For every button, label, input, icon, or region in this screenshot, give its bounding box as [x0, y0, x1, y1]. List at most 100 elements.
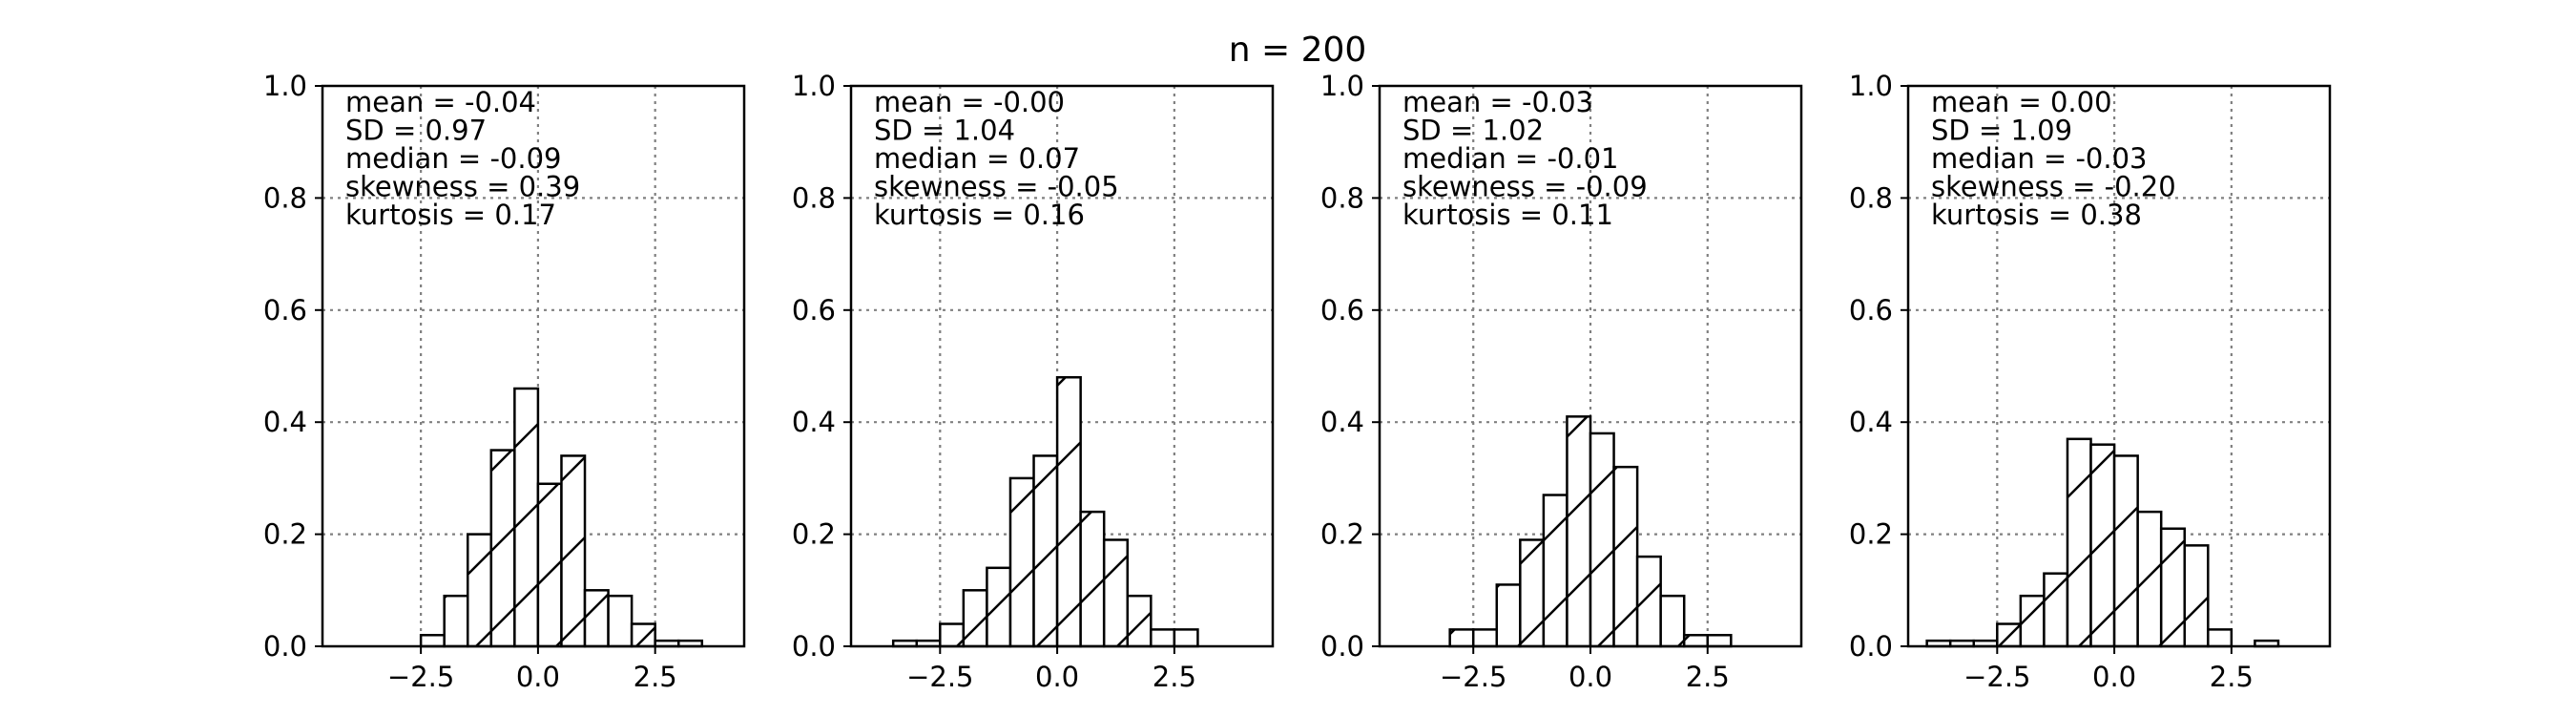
x-tick-label: −2.5 [1440, 661, 1506, 693]
histogram-bar [1612, 465, 1639, 648]
stats-annotation-line: mean = -0.04 [345, 86, 536, 118]
axes-frame [1906, 84, 2332, 648]
histogram-bar [536, 482, 563, 648]
x-tick-label: 0.0 [1568, 661, 1612, 693]
histogram-panel-3: 0.0 0.2 0.4 0.6 0.8 1.0 −2.5 0.0 2.5 mean = -0.03… [1320, 70, 1803, 693]
stats-annotation-line: median = -0.03 [1931, 142, 2147, 175]
histogram-bar [1706, 634, 1733, 648]
x-tick-label: −2.5 [387, 661, 454, 693]
histogram-bar [466, 533, 493, 648]
y-tick-label: 0.6 [1320, 294, 1364, 326]
histogram-panel-2: 0.0 0.2 0.4 0.6 0.8 1.0 −2.5 0.0 2.5 mean = -0.00… [792, 70, 1275, 693]
stats-annotation-line: mean = 0.00 [1931, 86, 2112, 118]
x-tick-label: 0.0 [2092, 661, 2136, 693]
histogram-bar [1996, 622, 2023, 648]
histogram-bar [2159, 527, 2187, 648]
y-tick-label: 1.0 [1849, 70, 1893, 102]
histogram-bar [2089, 443, 2116, 648]
histogram-panel-4: 0.0 0.2 0.4 0.6 0.8 1.0 −2.5 0.0 2.5 mean = 0.00S… [1849, 70, 2332, 693]
y-tick-label: 0.2 [1849, 518, 1893, 551]
y-tick-label: 0.2 [792, 518, 836, 551]
histogram-bar [607, 594, 634, 648]
x-tick-label: −2.5 [906, 661, 973, 693]
histogram-bar [939, 622, 966, 648]
stats-annotation-line: SD = 1.02 [1402, 115, 1544, 147]
x-tick-label: 2.5 [1686, 661, 1730, 693]
histogram-bar [2136, 510, 2163, 648]
stats-annotation-line: median = -0.09 [345, 142, 561, 175]
histogram-bar [2043, 572, 2069, 648]
histogram-bar [1542, 494, 1568, 648]
histogram-bar [1448, 628, 1475, 648]
stats-annotation-line: kurtosis = 0.11 [1402, 199, 1613, 231]
histogram-bar [1659, 594, 1686, 648]
histogram-bar [1471, 628, 1499, 648]
x-tick-label: 0.0 [1035, 661, 1079, 693]
histogram-bar [1102, 538, 1130, 648]
histogram-bar [583, 589, 610, 648]
x-tick-label: 2.5 [1153, 661, 1196, 693]
histogram-bar [630, 622, 656, 648]
histogram-bar [419, 634, 446, 648]
y-tick-label: 0.8 [263, 181, 307, 214]
figure-suptitle: n = 200 [1229, 31, 1367, 70]
stats-annotation-line: SD = 1.04 [874, 115, 1015, 147]
y-tick-label: 0.2 [263, 518, 307, 551]
y-tick-label: 0.0 [1320, 630, 1364, 663]
stats-annotation-line: mean = -0.03 [1402, 86, 1593, 118]
x-tick-label: −2.5 [1963, 661, 2030, 693]
y-tick-label: 0.6 [263, 294, 307, 326]
axes-frame [849, 84, 1275, 648]
stats-annotation-line: SD = 0.97 [345, 115, 487, 147]
stats-annotation-line: skewness = -0.20 [1931, 171, 2176, 203]
y-tick-label: 0.8 [1849, 181, 1893, 214]
histogram-bar [443, 594, 469, 648]
y-tick-label: 0.2 [1320, 518, 1364, 551]
histogram-bar [1032, 454, 1059, 648]
y-tick-label: 0.4 [1320, 406, 1364, 438]
histogram-bar [1566, 415, 1592, 648]
stats-annotation-line: skewness = 0.39 [345, 171, 580, 203]
histogram-bar [986, 566, 1012, 648]
y-tick-label: 0.0 [263, 630, 307, 663]
stats-annotation-line: skewness = -0.09 [1402, 171, 1648, 203]
y-tick-label: 0.4 [1849, 406, 1893, 438]
histogram-bar [962, 589, 988, 648]
stats-annotation-line: kurtosis = 0.17 [345, 199, 556, 231]
stats-annotation-line: SD = 1.09 [1931, 115, 2072, 147]
histogram-panel-1: 0.0 0.2 0.4 0.6 0.8 1.0 −2.5 0.0 2.5 mean = -0.04… [263, 70, 746, 693]
histogram-bar [1055, 375, 1082, 648]
stats-annotation-line: kurtosis = 0.16 [874, 199, 1085, 231]
stats-annotation-line: median = 0.07 [874, 142, 1080, 175]
y-tick-label: 0.6 [792, 294, 836, 326]
y-tick-label: 0.8 [1320, 181, 1364, 214]
stats-annotation-line: mean = -0.00 [874, 86, 1065, 118]
y-tick-label: 0.0 [792, 630, 836, 663]
y-tick-label: 0.0 [1849, 630, 1893, 663]
histogram-bar [1150, 628, 1176, 648]
stats-annotation-line: kurtosis = 0.38 [1931, 199, 2142, 231]
y-tick-label: 1.0 [263, 70, 307, 102]
axes-frame [321, 84, 746, 648]
stats-annotation-line: skewness = -0.05 [874, 171, 1119, 203]
histogram-bar [513, 387, 540, 648]
histogram-bar [1173, 628, 1199, 648]
x-tick-label: 2.5 [634, 661, 677, 693]
x-tick-label: 0.0 [516, 661, 560, 693]
histogram-bar [1126, 594, 1153, 648]
histogram-bar [1635, 555, 1662, 648]
stats-annotation-line: median = -0.01 [1402, 142, 1618, 175]
histogram-bar [2207, 628, 2233, 648]
y-tick-label: 1.0 [792, 70, 836, 102]
y-tick-label: 0.6 [1849, 294, 1893, 326]
histogram-bar [2019, 594, 2046, 648]
y-tick-label: 0.8 [792, 181, 836, 214]
histogram-bar [1519, 538, 1546, 648]
histogram-bar [2183, 544, 2210, 648]
histogram-bar [560, 454, 587, 648]
y-tick-label: 0.4 [263, 406, 307, 438]
histogram-bar [1008, 476, 1035, 648]
y-tick-label: 0.4 [792, 406, 836, 438]
histogram-bar [1589, 432, 1615, 648]
